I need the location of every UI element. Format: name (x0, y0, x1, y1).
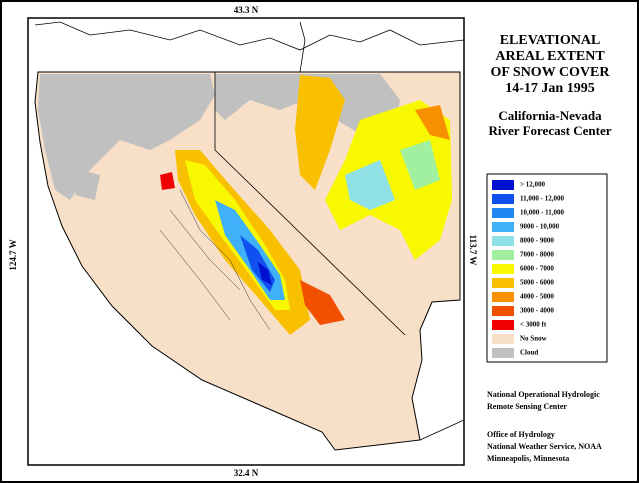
legend-label: < 3000 ft (520, 321, 547, 329)
legend-label: Cloud (520, 349, 538, 357)
legend-label: 11,000 - 12,000 (520, 195, 564, 203)
north-label: 43.3 N (234, 5, 259, 15)
legend-label: No Snow (520, 335, 548, 343)
legend-swatch (492, 264, 514, 274)
basin-lines (159, 189, 271, 331)
east-label: 113.7 W (468, 235, 478, 266)
south-label: 32.4 N (234, 468, 259, 478)
cloud-cover (38, 74, 400, 200)
legend-swatch (492, 250, 514, 260)
footer-line: Remote Sensing Center (487, 402, 567, 411)
legend-label: > 12,000 (520, 181, 545, 189)
agency-line: California-Nevada (498, 108, 602, 123)
agency-line: River Forecast Center (489, 123, 612, 138)
footer-line: Office of Hydrology (487, 430, 555, 439)
state-borders (214, 72, 406, 336)
legend-swatch (492, 180, 514, 190)
snow-sierra (160, 150, 345, 335)
title-line: AREAL EXTENT (495, 49, 605, 64)
legend-swatch (492, 208, 514, 218)
legend-swatch (492, 222, 514, 232)
title-line: ELEVATIONAL (500, 33, 601, 48)
title-line: 14-17 Jan 1995 (505, 81, 594, 96)
legend: > 12,000 11,000 - 12,000 10,000 - 11,000 90… (492, 180, 564, 358)
legend-label: 4000 - 5000 (520, 293, 554, 301)
legend-swatch (492, 194, 514, 204)
legend-label: 5000 - 6000 (520, 279, 554, 287)
legend-label: 9000 - 10,000 (520, 223, 560, 231)
footer-line: National Weather Service, NOAA (487, 442, 602, 451)
legend-swatch (492, 278, 514, 288)
legend-label: 3000 - 4000 (520, 307, 554, 315)
legend-swatch (492, 348, 514, 358)
snow-nevada (295, 75, 452, 260)
legend-swatch (492, 306, 514, 316)
title-line: OF SNOW COVER (490, 65, 610, 80)
legend-swatch (492, 334, 514, 344)
legend-swatch (492, 292, 514, 302)
footer-line: National Operational Hydrologic (487, 390, 600, 399)
legend-label: 7000 - 8000 (520, 251, 554, 259)
legend-label: 8000 - 9000 (520, 237, 554, 245)
legend-swatch (492, 236, 514, 246)
west-label: 124.7 W (8, 239, 18, 270)
legend-label: 6000 - 7000 (520, 265, 554, 273)
footer-line: Minneapolis, Minnesota (487, 454, 569, 463)
legend-swatch (492, 320, 514, 330)
legend-label: 10,000 - 11,000 (520, 209, 564, 217)
